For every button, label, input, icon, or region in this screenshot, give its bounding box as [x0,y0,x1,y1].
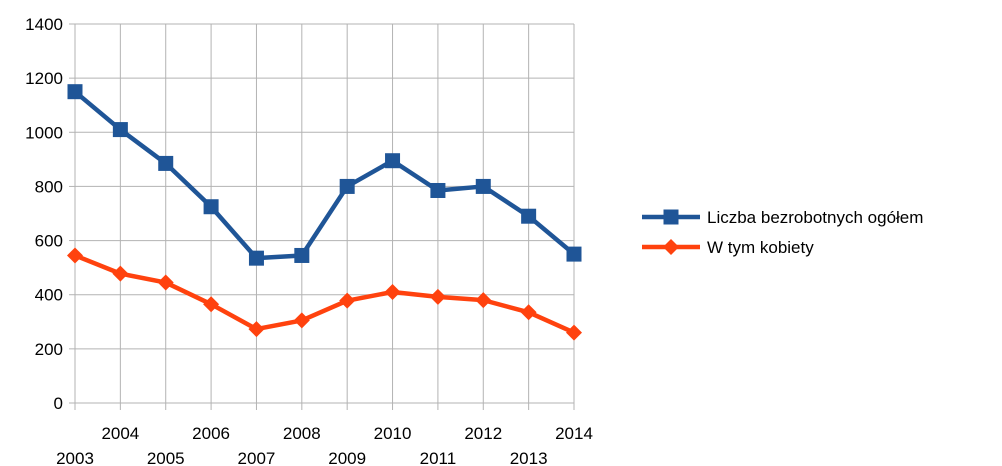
data-point [385,153,401,169]
series-line-1 [72,253,577,335]
legend-label: W tym kobiety [707,238,814,257]
data-point [248,250,264,266]
x-tick-label: 2009 [328,449,366,466]
x-tick-label: 2012 [464,424,502,443]
data-point [430,182,446,198]
x-tick-label: 2003 [56,449,94,466]
y-tick-label: 800 [35,177,63,196]
data-point [112,265,129,282]
y-tick-label: 1200 [25,69,63,88]
legend-item-1: W tym kobiety [642,238,814,257]
data-point [475,292,492,309]
legend-marker [663,209,679,225]
data-point [157,274,174,291]
x-tick-label: 2008 [283,424,321,443]
x-tick-label: 2004 [101,424,139,443]
data-point [384,284,401,301]
y-tick-label: 1400 [25,15,63,34]
legend-label: Liczba bezrobotnych ogółem [707,208,923,227]
data-point [203,199,219,215]
x-tick-label: 2005 [147,449,185,466]
y-tick-label: 0 [54,394,63,413]
y-tick-labels: 0 200 400 600 800 1000 1200 1400 [25,15,63,413]
data-point [520,304,537,321]
data-point [429,288,446,305]
legend-item-0: Liczba bezrobotnych ogółem [642,208,923,227]
y-tick-label: 400 [35,286,63,305]
y-tick-label: 200 [35,340,63,359]
data-point [339,178,355,194]
legend-marker [663,239,679,255]
series-line-0 [72,89,577,261]
x-tick-label: 2010 [374,424,412,443]
data-point [294,247,310,263]
grid-lines [75,23,575,403]
x-tick-labels: 2003 2004 2005 2006 2007 2008 2009 2010 2011 2012… [56,424,593,466]
x-tick-label: 2011 [420,449,457,466]
series-0 [67,84,582,266]
y-tick-label: 600 [35,232,63,251]
x-tick-label: 2007 [238,449,276,466]
data-point [203,296,220,313]
data-point [293,312,310,329]
data-point [248,321,265,338]
data-point [112,122,128,138]
axes [69,23,575,410]
data-point [566,324,582,341]
data-point [566,246,582,262]
data-point [475,178,491,194]
y-tick-label: 1000 [25,123,63,142]
series-group [67,84,582,341]
legend: Liczba bezrobotnych ogółem W tym kobiety [642,208,923,257]
x-tick-label: 2014 [555,424,593,443]
data-point [158,155,174,171]
series-1 [67,247,582,341]
data-point [67,247,83,264]
data-point [521,208,537,224]
data-point [339,292,356,309]
data-point [67,84,83,100]
x-tick-label: 2013 [510,449,548,466]
x-tick-label: 2006 [192,424,230,443]
